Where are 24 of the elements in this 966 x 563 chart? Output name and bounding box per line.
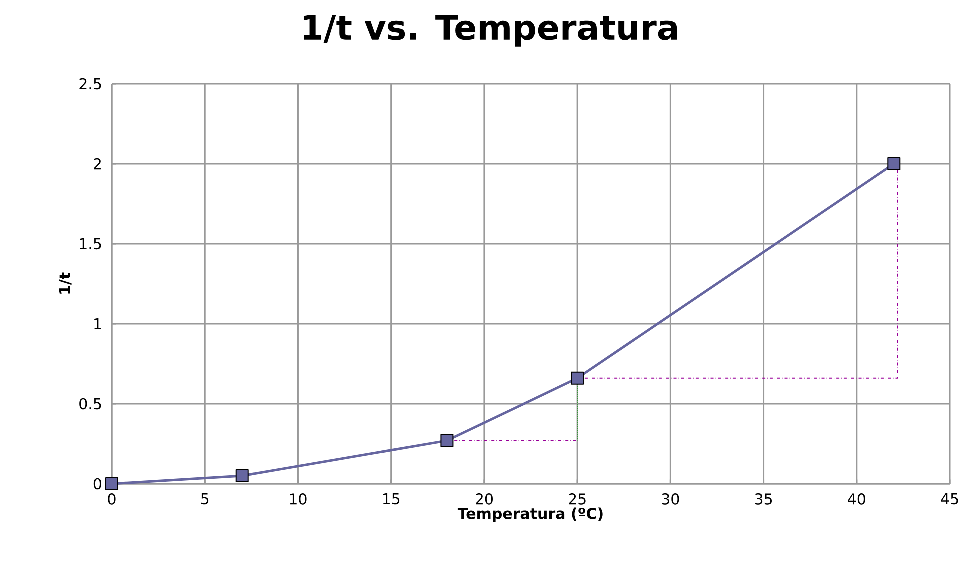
point xyxy=(571,372,584,385)
x-tick-label: 20 xyxy=(476,494,493,505)
chart-title: 1/t vs. Temperatura xyxy=(304,15,678,47)
y-axis-title: 1/t xyxy=(59,272,72,294)
x-tick-label: 40 xyxy=(848,494,866,505)
x-tick-label: 25 xyxy=(569,494,586,505)
y-tick-label: 1.5 xyxy=(80,238,102,250)
x-tick-label: 45 xyxy=(941,494,958,505)
x-tick-label: 30 xyxy=(662,494,680,505)
x-tick-label: 5 xyxy=(202,494,209,505)
y-tick-label: 2.5 xyxy=(80,78,102,90)
x-axis-title: Temperatura (ºC) xyxy=(458,508,603,522)
x-tick-label: 35 xyxy=(755,494,772,505)
y-tick-label: 0 xyxy=(94,478,102,490)
point xyxy=(440,434,454,448)
x-tick-label: 15 xyxy=(383,494,400,505)
x-tick-label: 10 xyxy=(290,494,307,505)
y-tick-label: 2 xyxy=(94,158,101,170)
x-tick-label: 0 xyxy=(108,494,116,505)
y-tick-label: 0.5 xyxy=(80,398,102,410)
y-tick-label: 1 xyxy=(94,318,102,330)
point xyxy=(888,158,901,170)
point xyxy=(236,470,249,482)
point xyxy=(106,478,119,490)
